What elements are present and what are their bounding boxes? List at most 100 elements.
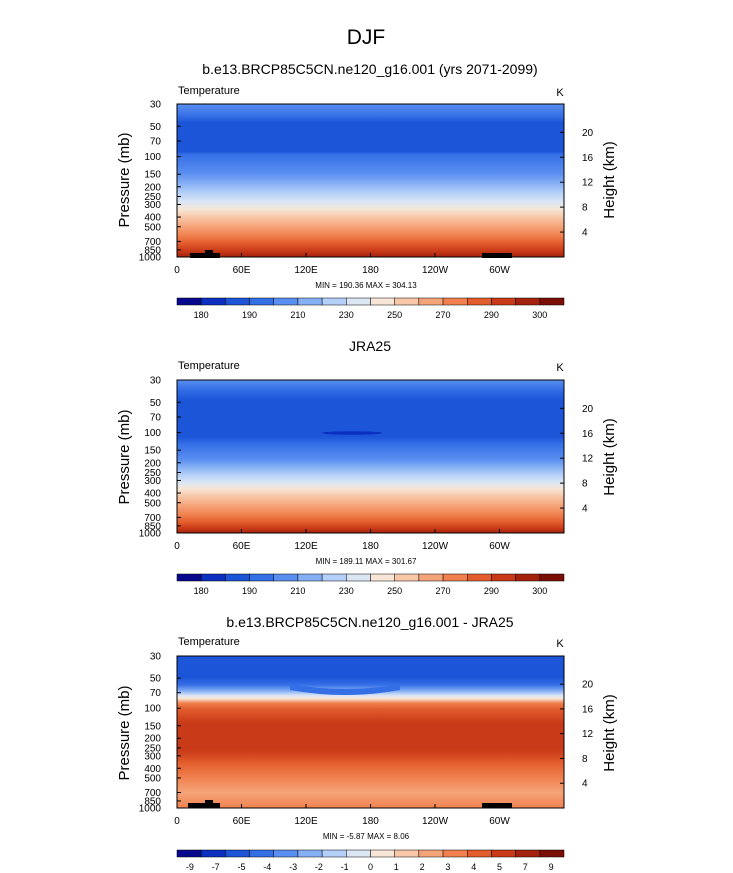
- pressure-tick-label: 500: [144, 498, 161, 509]
- y-axis-label: Pressure (mb): [116, 685, 133, 780]
- colorbar: 180 190 210 230 250 270 290 300: [176, 573, 565, 596]
- colorbar-swatch: [442, 573, 468, 582]
- colorbar-swatch: [539, 297, 565, 306]
- colorbar-swatch: [467, 297, 492, 306]
- pressure-tick-label: 70: [150, 412, 162, 423]
- colorbar-label: 3: [445, 862, 450, 872]
- colorbar-label: 230: [339, 310, 354, 320]
- pressure-tick-label: 400: [144, 489, 161, 500]
- panel-difference: b.e13.BRCP85C5CN.ne120_g16.001 - JRA25 T…: [116, 614, 618, 872]
- pressure-tick-label: 1000: [139, 804, 162, 815]
- height-tick-label: 4: [582, 504, 588, 515]
- height-tick-label: 8: [582, 754, 588, 765]
- pressure-tick-label: 100: [144, 428, 161, 439]
- pressure-tick-label: 30: [150, 652, 162, 663]
- colorbar-label: 180: [194, 586, 209, 596]
- colorbar-swatch: [491, 849, 516, 858]
- colorbar-label: 210: [290, 586, 305, 596]
- longitude-tick-label: 120E: [294, 816, 318, 827]
- colorbar-label: -5: [237, 862, 245, 872]
- colorbar-label: 5: [497, 862, 502, 872]
- pressure-tick-label: 1000: [139, 253, 162, 264]
- colorbar-label: 190: [242, 586, 257, 596]
- pressure-tick-label: 300: [144, 476, 161, 487]
- longitude-ticks: 0 60E 120E 180 120W 60W: [174, 253, 510, 276]
- colorbar-swatch: [346, 297, 371, 306]
- colorbar-swatch: [539, 573, 565, 582]
- cooling-dip-contour: [290, 684, 400, 695]
- y2-axis-label: Height (km): [601, 694, 618, 772]
- colorbar-swatch: [442, 849, 468, 858]
- colorbar-swatch: [394, 573, 420, 582]
- colorbar-label: 180: [194, 310, 209, 320]
- variable-label: Temperature: [178, 636, 240, 648]
- pressure-tick-label: 50: [150, 674, 162, 685]
- longitude-tick-label: 60W: [489, 816, 510, 827]
- height-tick-label: 8: [582, 479, 588, 490]
- height-tick-label: 4: [582, 779, 588, 790]
- colorbar-swatch: [321, 573, 347, 582]
- panel-title: JRA25: [349, 338, 391, 354]
- figure-title: DJF: [347, 26, 386, 49]
- colorbar-label: 210: [290, 310, 305, 320]
- height-tick-label: 16: [582, 704, 594, 715]
- pressure-tick-label: 400: [144, 764, 161, 775]
- height-tick-label: 12: [582, 729, 594, 740]
- colorbar-swatch: [176, 849, 202, 858]
- colorbar-label: 1: [394, 862, 399, 872]
- longitude-tick-label: 60W: [489, 541, 510, 552]
- longitude-ticks: 0 60E 120E 180 120W 60W: [174, 804, 510, 827]
- pressure-tick-label: 200: [144, 458, 161, 469]
- colorbar-swatch: [467, 573, 492, 582]
- pressure-tick-label: 30: [150, 100, 162, 111]
- colorbar-label: 230: [339, 586, 354, 596]
- colorbar-label: 2: [420, 862, 425, 872]
- colorbar-swatch: [225, 573, 250, 582]
- colorbar-swatch: [467, 849, 492, 858]
- colorbar-label: 300: [532, 586, 547, 596]
- colorbar-swatch: [273, 849, 299, 858]
- colorbar-label: -7: [212, 862, 220, 872]
- colorbar-label: 4: [471, 862, 476, 872]
- pressure-tick-label: 30: [150, 376, 162, 387]
- units-label: K: [556, 87, 564, 99]
- min-max-stats: MIN = 190.36 MAX = 304.13: [315, 281, 417, 290]
- colorbar-swatch: [225, 297, 250, 306]
- colorbar-label: 190: [242, 310, 257, 320]
- colorbar-swatch: [200, 297, 226, 306]
- colorbar-label: -1: [341, 862, 349, 872]
- colorbar-swatch: [176, 297, 202, 306]
- colorbar-swatch: [515, 297, 541, 306]
- pressure-tick-label: 100: [144, 152, 161, 163]
- colorbar-label: 290: [484, 586, 499, 596]
- colorbar-label: 300: [532, 310, 547, 320]
- colorbar-swatch: [418, 297, 444, 306]
- colorbar-swatch: [176, 573, 202, 582]
- colorbar-swatch: [491, 297, 516, 306]
- pressure-tick-label: 1000: [139, 529, 162, 540]
- colorbar-label: 9: [549, 862, 554, 872]
- cold-tropopause-contour: [322, 431, 382, 435]
- longitude-tick-label: 60W: [489, 265, 510, 276]
- colorbar-swatch: [249, 297, 274, 306]
- colorbar-label: -4: [263, 862, 271, 872]
- colorbar-label: 250: [387, 310, 402, 320]
- colorbar: 180 190 210 230 250 270 290 300: [176, 297, 565, 320]
- longitude-tick-label: 180: [362, 541, 379, 552]
- colorbar-swatch: [346, 849, 371, 858]
- colorbar-swatch: [346, 573, 371, 582]
- contour-field: [177, 104, 564, 257]
- colorbar-label: -3: [289, 862, 297, 872]
- colorbar-label: 270: [436, 586, 451, 596]
- topography-mask: [190, 250, 512, 258]
- colorbar-swatch: [200, 849, 226, 858]
- pressure-tick-label: 850: [144, 521, 161, 532]
- colorbar-swatch: [225, 849, 250, 858]
- pressure-tick-label: 500: [144, 773, 161, 784]
- height-tick-label: 20: [582, 680, 594, 691]
- colorbar-swatch: [515, 849, 541, 858]
- pressure-tick-label: 250: [144, 468, 161, 479]
- longitude-tick-label: 0: [174, 816, 180, 827]
